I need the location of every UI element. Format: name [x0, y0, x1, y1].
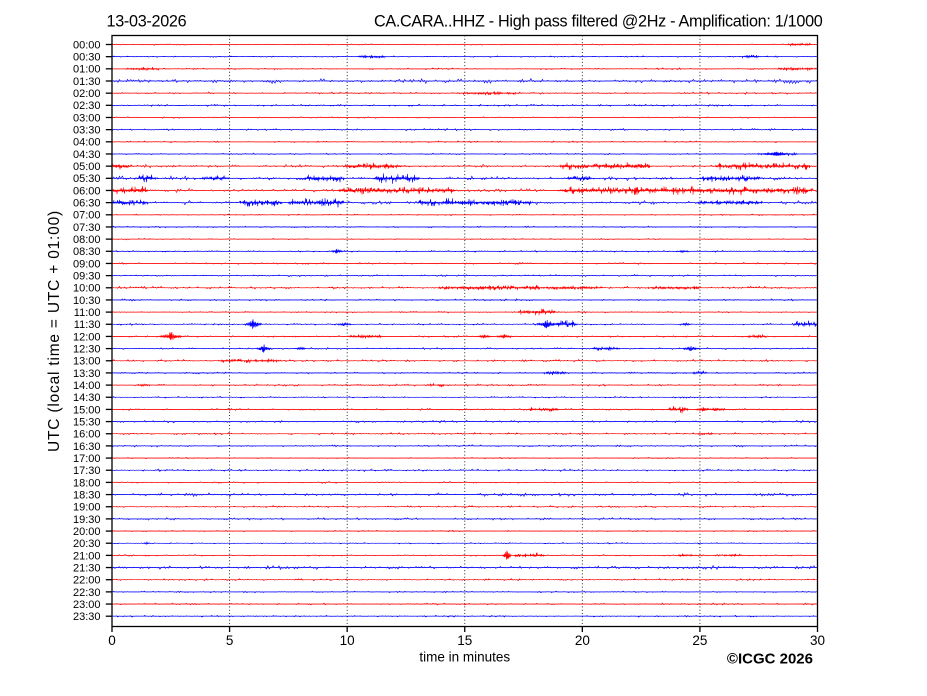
svg-text:11:30: 11:30 — [74, 319, 101, 331]
svg-text:15:30: 15:30 — [73, 416, 101, 428]
svg-text:19:00: 19:00 — [73, 502, 101, 514]
svg-text:15:00: 15:00 — [73, 404, 101, 416]
svg-text:06:30: 06:30 — [73, 198, 101, 210]
svg-text:11:00: 11:00 — [74, 307, 101, 319]
svg-text:13-03-2026: 13-03-2026 — [107, 13, 187, 31]
svg-text:16:00: 16:00 — [73, 429, 101, 441]
svg-text:14:30: 14:30 — [73, 392, 101, 404]
svg-text:23:30: 23:30 — [73, 611, 101, 623]
svg-text:09:00: 09:00 — [73, 258, 101, 270]
svg-text:10:30: 10:30 — [73, 295, 101, 307]
svg-text:21:00: 21:00 — [73, 550, 101, 562]
svg-text:00:30: 00:30 — [73, 52, 101, 64]
svg-text:08:00: 08:00 — [73, 234, 101, 246]
svg-text:04:30: 04:30 — [73, 149, 101, 161]
svg-text:18:30: 18:30 — [73, 489, 101, 501]
svg-text:05:30: 05:30 — [73, 173, 101, 185]
svg-text:17:30: 17:30 — [73, 465, 101, 477]
svg-text:25: 25 — [692, 633, 707, 648]
svg-text:21:30: 21:30 — [73, 562, 101, 574]
svg-text:07:30: 07:30 — [73, 222, 101, 234]
svg-text:02:00: 02:00 — [73, 88, 101, 100]
svg-text:23:00: 23:00 — [73, 599, 101, 611]
svg-text:22:30: 22:30 — [73, 587, 101, 599]
svg-text:05:00: 05:00 — [73, 161, 101, 173]
svg-text:01:00: 01:00 — [73, 64, 101, 76]
svg-text:16:30: 16:30 — [73, 441, 101, 453]
svg-text:10: 10 — [340, 633, 355, 648]
svg-text:15: 15 — [457, 633, 472, 648]
svg-text:19:30: 19:30 — [73, 514, 101, 526]
svg-text:08:30: 08:30 — [73, 246, 101, 258]
svg-text:03:30: 03:30 — [73, 125, 101, 137]
svg-text:5: 5 — [226, 633, 234, 648]
svg-text:12:30: 12:30 — [73, 344, 101, 356]
svg-text:©ICGC 2026: ©ICGC 2026 — [727, 650, 813, 667]
svg-text:17:00: 17:00 — [73, 453, 101, 465]
svg-text:10:00: 10:00 — [73, 283, 101, 295]
svg-text:09:30: 09:30 — [73, 271, 101, 283]
svg-text:time in minutes: time in minutes — [419, 650, 510, 665]
svg-text:00:00: 00:00 — [73, 39, 101, 51]
svg-text:13:00: 13:00 — [73, 356, 101, 368]
svg-text:13:30: 13:30 — [73, 368, 101, 380]
svg-text:04:00: 04:00 — [73, 137, 101, 149]
svg-text:01:30: 01:30 — [73, 76, 101, 88]
svg-text:02:30: 02:30 — [73, 100, 101, 112]
svg-text:20: 20 — [575, 633, 590, 648]
svg-text:06:00: 06:00 — [73, 185, 101, 197]
svg-text:0: 0 — [108, 633, 116, 648]
svg-text:20:00: 20:00 — [73, 526, 101, 538]
svg-text:UTC (local time = UTC + 01:00): UTC (local time = UTC + 01:00) — [46, 210, 63, 452]
svg-text:14:00: 14:00 — [73, 380, 101, 392]
svg-text:22:00: 22:00 — [73, 575, 101, 587]
svg-text:18:00: 18:00 — [73, 477, 101, 489]
svg-text:20:30: 20:30 — [73, 538, 101, 550]
svg-text:CA.CARA..HHZ - High pass filte: CA.CARA..HHZ - High pass filtered @2Hz -… — [374, 13, 823, 31]
svg-text:07:00: 07:00 — [73, 210, 101, 222]
svg-text:03:00: 03:00 — [73, 112, 101, 124]
svg-text:12:00: 12:00 — [73, 331, 101, 343]
svg-text:30: 30 — [810, 633, 825, 648]
